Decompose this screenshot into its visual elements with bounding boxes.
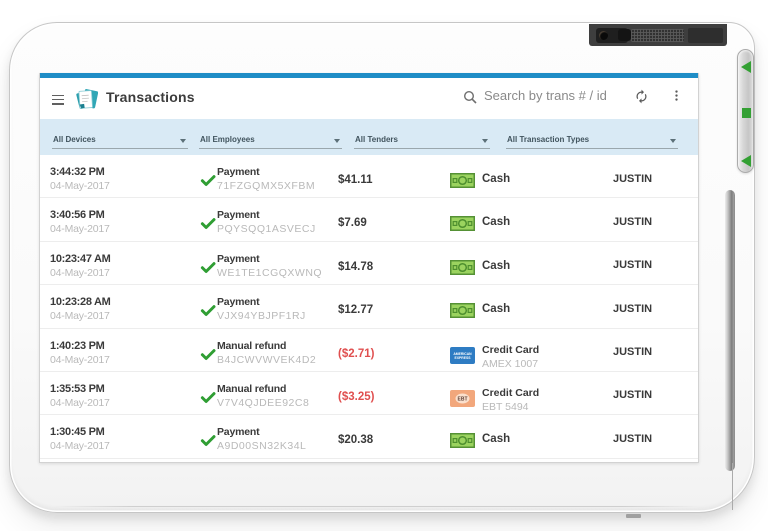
svg-text:EBT: EBT — [458, 396, 468, 402]
svg-text:AMERICAN: AMERICAN — [453, 352, 472, 356]
svg-text:EXPRESS: EXPRESS — [454, 356, 471, 360]
